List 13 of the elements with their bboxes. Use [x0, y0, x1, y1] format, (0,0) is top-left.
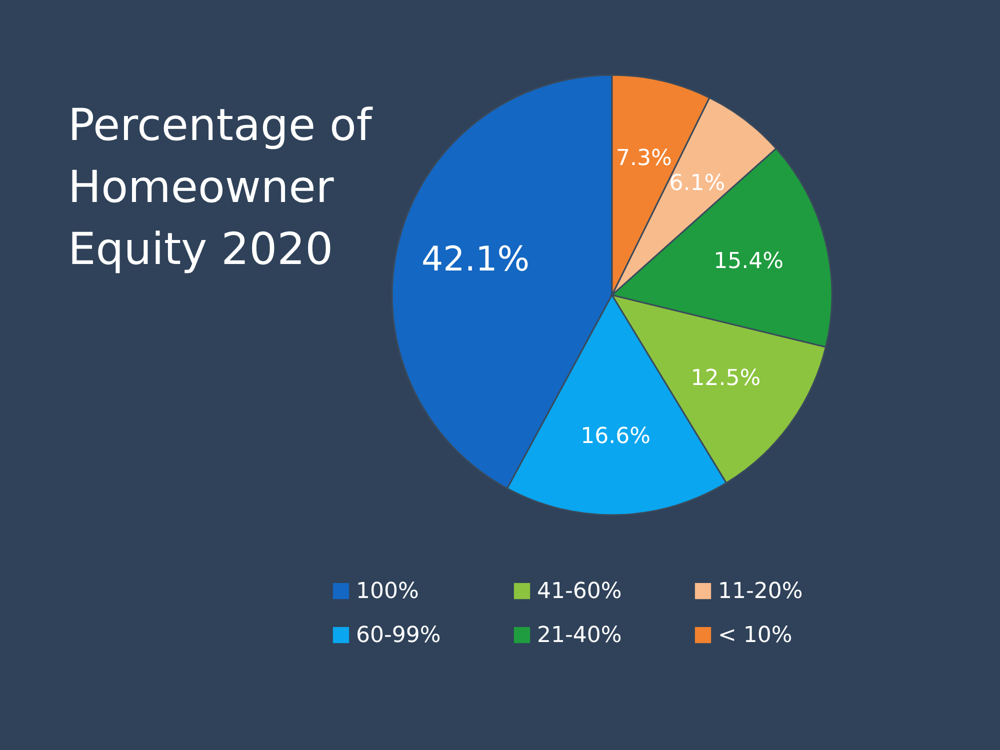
data-label: 7.3% [616, 146, 672, 171]
data-label: 15.4% [714, 248, 784, 274]
legend-label: 11-20% [718, 579, 803, 604]
legend-label: 41-60% [537, 579, 622, 604]
data-label: 6.1% [669, 170, 726, 196]
data-label: 12.5% [690, 366, 761, 392]
legend-label: < 10% [718, 623, 792, 648]
text: Percentage of Homeowner Equity 2020 [68, 100, 374, 275]
legend-label: 60-99% [356, 623, 441, 648]
legend-label: 21-40% [537, 623, 622, 648]
data-label: 16.6% [580, 424, 650, 449]
data-label: 42.1% [422, 239, 530, 280]
legend-label: 100% [356, 579, 419, 604]
